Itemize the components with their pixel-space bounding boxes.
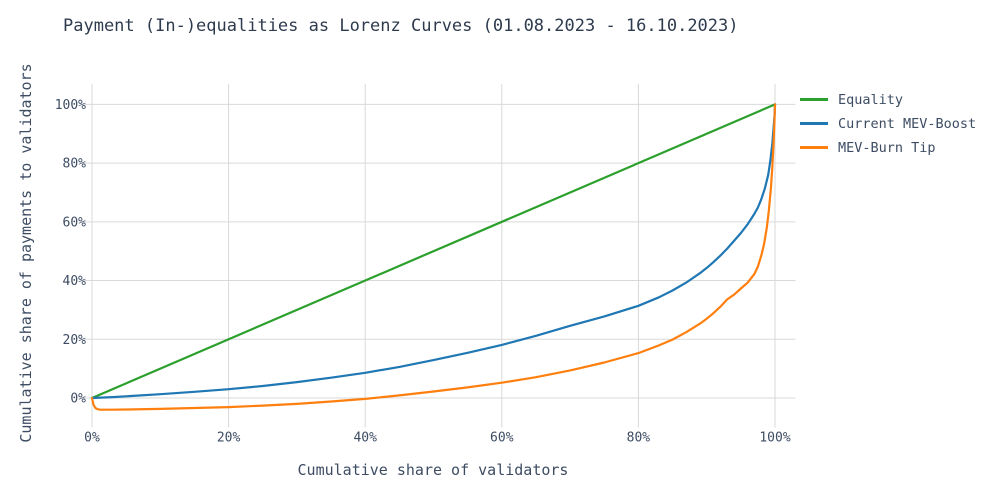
x-axis-title: Cumulative share of validators <box>297 461 569 479</box>
legend-item-mev-burn-tip[interactable]: MEV-Burn Tip <box>800 139 976 156</box>
legend-item-equality[interactable]: Equality <box>800 91 976 108</box>
x-tick-label: 60% <box>490 430 514 445</box>
legend-line-swatch-equality <box>800 98 828 101</box>
equality-line <box>90 103 777 400</box>
x-tick-label: 100% <box>759 430 790 445</box>
x-tick-label: 0% <box>84 430 100 445</box>
y-tick-label: 20% <box>63 333 87 348</box>
mev-burn-tip-line <box>90 103 777 411</box>
current-mev-boost-line <box>90 103 777 400</box>
y-tick-label: 60% <box>63 215 87 230</box>
legend-line-swatch-mev-burn-tip <box>800 146 828 149</box>
legend-line-swatch-current-mev-boost <box>800 122 828 125</box>
plot-area[interactable] <box>82 84 796 422</box>
y-tick-label: 80% <box>63 157 87 172</box>
legend-label-equality: Equality <box>838 91 904 108</box>
chart-title: Payment (In-)equalities as Lorenz Curves… <box>63 16 739 36</box>
legend-label-current-mev-boost: Current MEV-Boost <box>838 115 977 132</box>
y-tick-label: 100% <box>55 98 86 113</box>
x-tick-label: 40% <box>353 430 377 445</box>
y-tick-label: 40% <box>63 274 87 289</box>
legend: Equality Current MEV-Boost MEV-Burn Tip <box>800 91 977 156</box>
legend-item-current-mev-boost[interactable]: Current MEV-Boost <box>800 115 977 132</box>
x-tick-label: 80% <box>627 430 651 445</box>
y-tick-label: 0% <box>70 392 86 407</box>
x-tick-label: 20% <box>217 430 241 445</box>
legend-label-mev-burn-tip: MEV-Burn Tip <box>838 139 936 156</box>
